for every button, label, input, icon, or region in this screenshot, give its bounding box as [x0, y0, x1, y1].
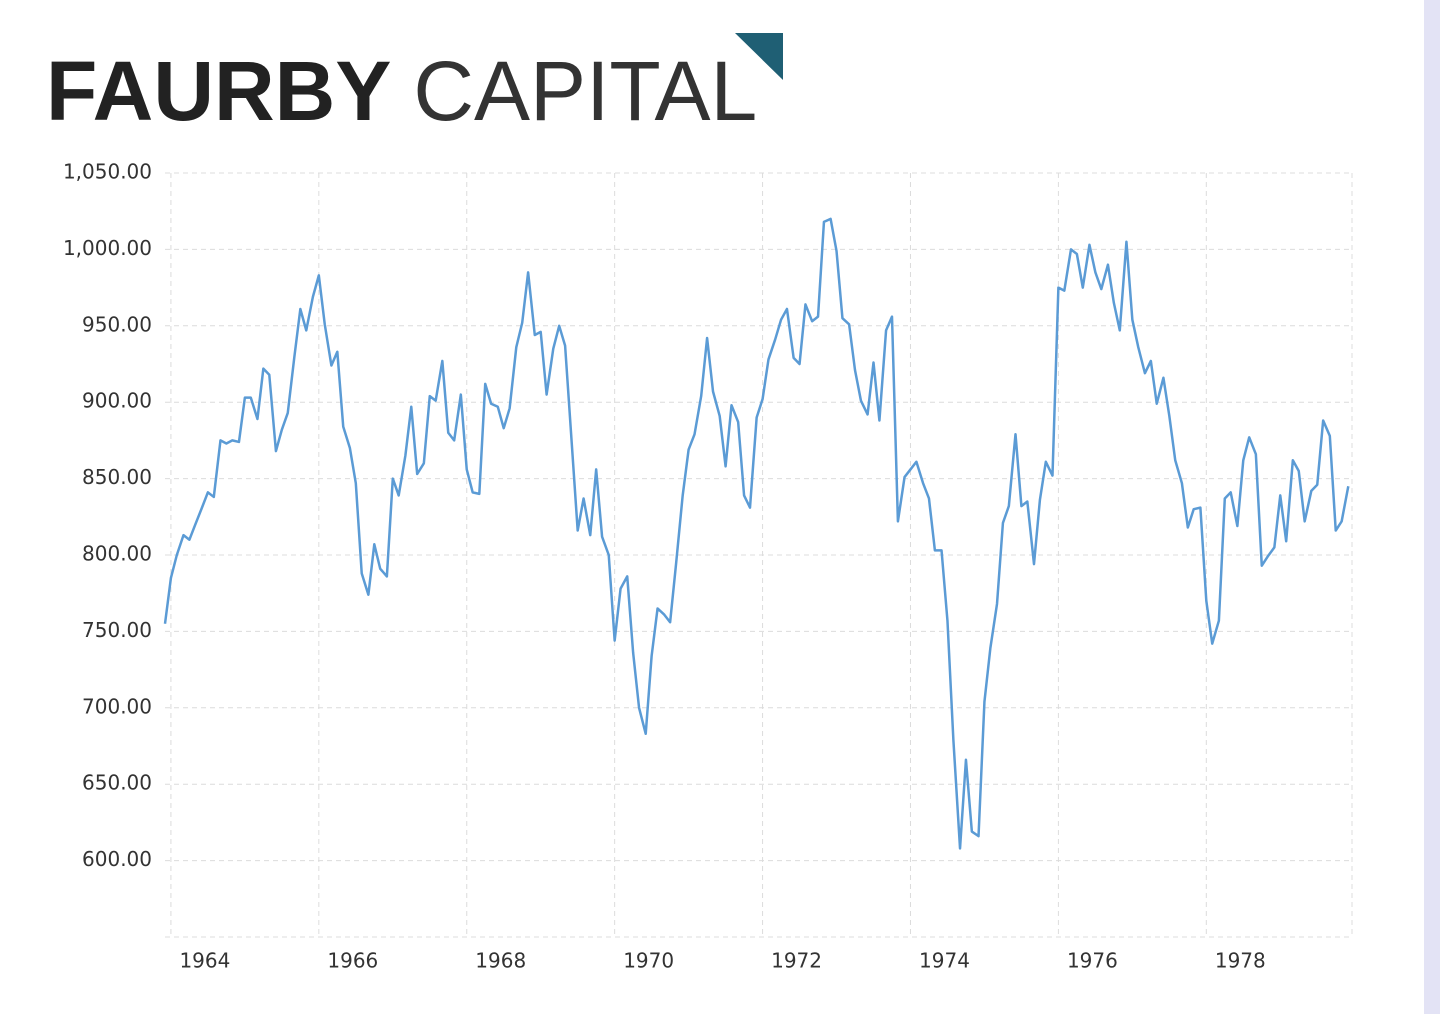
y-tick-label: 950.00	[82, 312, 152, 336]
y-tick-label: 750.00	[82, 618, 152, 642]
data-line	[163, 217, 1350, 850]
side-bar	[1424, 0, 1440, 1014]
y-tick-label: 650.00	[82, 771, 152, 795]
y-tick-label: 600.00	[82, 847, 152, 871]
x-tick-label: 1970	[623, 949, 674, 973]
logo: FAURBY CAPITAL	[46, 44, 757, 138]
logo-mark	[735, 33, 783, 80]
logo-bold: FAURBY	[46, 44, 391, 138]
y-tick-label: 1,050.00	[63, 160, 152, 184]
x-tick-label: 1964	[179, 949, 230, 973]
x-tick-label: 1968	[475, 949, 526, 973]
logo-light: CAPITAL	[413, 44, 757, 138]
x-tick-label: 1972	[771, 949, 822, 973]
x-tick-label: 1966	[327, 949, 378, 973]
x-tick-label: 1976	[1067, 949, 1118, 973]
y-tick-label: 850.00	[82, 465, 152, 489]
x-tick-label: 1974	[919, 949, 970, 973]
y-tick-label: 800.00	[82, 542, 152, 566]
x-tick-label: 1978	[1215, 949, 1266, 973]
y-tick-label: 1,000.00	[63, 236, 152, 260]
y-tick-label: 900.00	[82, 389, 152, 413]
y-tick-label: 700.00	[82, 694, 152, 718]
